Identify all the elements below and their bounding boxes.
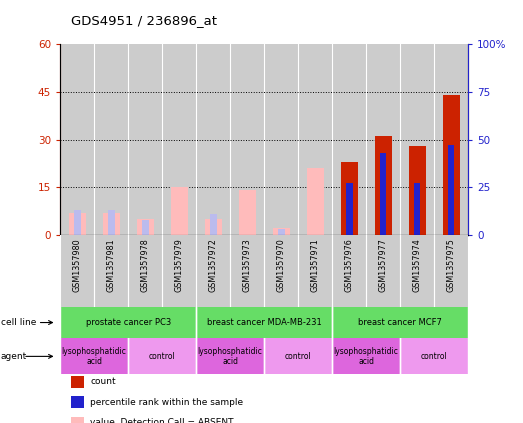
Bar [196, 338, 264, 374]
Bar [137, 219, 154, 235]
Bar [162, 44, 196, 235]
Bar [298, 44, 332, 235]
Bar [340, 162, 358, 235]
Text: GSM1357981: GSM1357981 [107, 238, 116, 292]
Bar [103, 212, 120, 235]
Bar [264, 235, 298, 307]
Bar [332, 235, 366, 307]
Text: breast cancer MDA-MB-231: breast cancer MDA-MB-231 [207, 318, 322, 327]
Text: GSM1357980: GSM1357980 [73, 238, 82, 292]
Bar [128, 235, 162, 307]
Text: count: count [90, 377, 116, 387]
Bar [210, 214, 217, 235]
Text: control: control [420, 352, 448, 361]
Text: percentile rank within the sample: percentile rank within the sample [90, 398, 244, 407]
Bar [278, 229, 285, 235]
Text: control: control [149, 352, 176, 361]
Bar [60, 338, 128, 374]
Bar [230, 235, 264, 307]
Bar [230, 44, 264, 235]
Bar [196, 307, 332, 338]
Bar [162, 235, 196, 307]
Text: GSM1357971: GSM1357971 [311, 238, 320, 292]
Bar [414, 184, 420, 235]
Bar [374, 136, 392, 235]
Bar [408, 146, 426, 235]
Bar [94, 235, 128, 307]
Bar [332, 338, 400, 374]
Bar [272, 228, 290, 235]
Bar [196, 235, 230, 307]
Bar [170, 187, 188, 235]
Bar [74, 210, 81, 235]
Text: GSM1357975: GSM1357975 [447, 238, 456, 292]
Bar [60, 307, 196, 338]
Text: GSM1357974: GSM1357974 [413, 238, 422, 292]
Text: lysophosphatidic
acid: lysophosphatidic acid [198, 347, 263, 366]
Bar [400, 338, 468, 374]
Text: GSM1357978: GSM1357978 [141, 238, 150, 292]
Bar [60, 235, 94, 307]
Text: GSM1357970: GSM1357970 [277, 238, 286, 292]
Bar [306, 168, 324, 235]
Bar [366, 235, 400, 307]
Text: cell line: cell line [1, 318, 36, 327]
Text: breast cancer MCF7: breast cancer MCF7 [358, 318, 442, 327]
Bar [128, 44, 162, 235]
Text: GSM1357977: GSM1357977 [379, 238, 388, 292]
Bar [128, 338, 196, 374]
Text: GDS4951 / 236896_at: GDS4951 / 236896_at [71, 14, 217, 27]
Bar [400, 235, 434, 307]
Bar [346, 184, 353, 235]
Text: lysophosphatidic
acid: lysophosphatidic acid [334, 347, 399, 366]
Bar [434, 235, 468, 307]
Bar [332, 44, 366, 235]
Bar [448, 146, 454, 235]
Text: GSM1357973: GSM1357973 [243, 238, 252, 292]
Text: GSM1357972: GSM1357972 [209, 238, 218, 292]
Text: prostate cancer PC3: prostate cancer PC3 [85, 318, 171, 327]
Bar [108, 210, 115, 235]
Text: control: control [285, 352, 312, 361]
Bar [298, 235, 332, 307]
Bar [366, 44, 400, 235]
Bar [442, 95, 460, 235]
Bar [332, 307, 468, 338]
Bar [264, 338, 332, 374]
Text: lysophosphatidic
acid: lysophosphatidic acid [62, 347, 127, 366]
Text: value, Detection Call = ABSENT: value, Detection Call = ABSENT [90, 418, 234, 423]
Bar [264, 44, 298, 235]
Bar [400, 44, 434, 235]
Bar [60, 44, 94, 235]
Bar [238, 190, 256, 235]
Bar [142, 220, 149, 235]
Text: GSM1357976: GSM1357976 [345, 238, 354, 292]
Bar [434, 44, 468, 235]
Bar [69, 212, 86, 235]
Bar [196, 44, 230, 235]
Text: agent: agent [1, 352, 27, 361]
Bar [380, 153, 386, 235]
Bar [94, 44, 128, 235]
Text: GSM1357979: GSM1357979 [175, 238, 184, 292]
Bar [204, 219, 222, 235]
